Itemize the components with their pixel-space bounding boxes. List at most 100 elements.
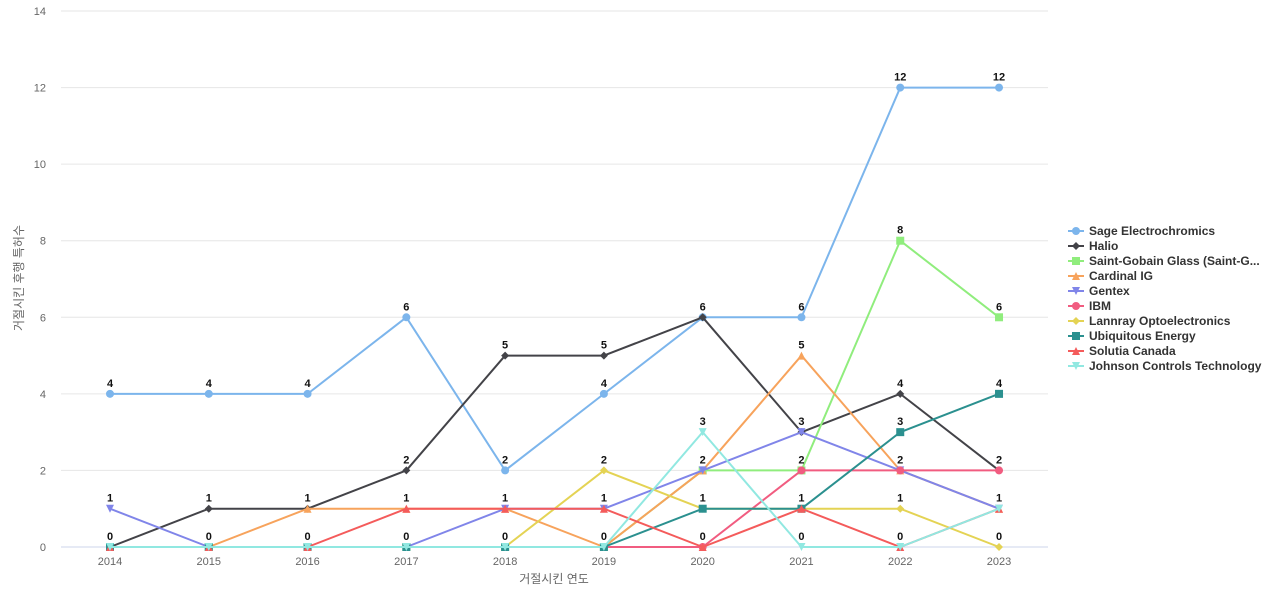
data-point: [896, 83, 905, 92]
data-label: 4: [897, 378, 904, 390]
y-tick-label: 2: [40, 465, 46, 477]
y-tick-label: 14: [34, 6, 46, 18]
data-point: [698, 313, 707, 322]
data-point: [995, 313, 1004, 322]
data-label: 1: [798, 493, 804, 505]
x-axis-title: 거절시킨 연도: [519, 572, 589, 586]
x-tick-label: 2018: [493, 556, 517, 568]
data-label: 2: [601, 454, 607, 466]
data-point: [797, 313, 806, 322]
legend-marker: [1072, 362, 1080, 370]
data-label: 1: [403, 493, 409, 505]
data-point: [995, 466, 1004, 475]
data-point: [501, 543, 510, 551]
legend-item: Johnson Controls Technology: [1068, 359, 1262, 373]
legend-marker: [1072, 332, 1080, 340]
y-tick-label: 12: [34, 83, 46, 95]
data-label: 0: [403, 531, 409, 543]
data-label: 1: [700, 493, 706, 505]
data-label: 3: [897, 416, 903, 428]
data-label: 4: [206, 378, 213, 390]
legend-label: Solutia Canada: [1089, 344, 1176, 358]
data-label: 6: [798, 301, 804, 313]
data-point: [106, 389, 114, 398]
data-label: 8: [897, 225, 903, 237]
data-label: 4: [601, 378, 608, 390]
legend-marker: [1072, 272, 1080, 280]
data-label: 1: [206, 493, 212, 505]
data-point: [896, 466, 905, 475]
data-label: 0: [107, 531, 113, 543]
legend-item: Halio: [1068, 239, 1118, 253]
legend-label: Johnson Controls Technology: [1089, 359, 1262, 373]
data-label: 1: [502, 493, 508, 505]
data-label: 2: [897, 454, 903, 466]
data-label-layer: 4 4 465 56 612 120 0 0 0 0 0 0 0 0 01 1 1 121212412312351…: [107, 72, 1005, 543]
data-label: 2: [502, 454, 508, 466]
y-tick-label: 4: [40, 389, 46, 401]
data-label: 1: [107, 493, 113, 505]
legend-marker: [1072, 317, 1080, 325]
data-point: [402, 543, 411, 551]
x-tick-label: 2015: [197, 556, 221, 568]
data-label: 0: [700, 531, 706, 543]
x-tick-label: 2019: [592, 556, 616, 568]
data-label: 5: [502, 340, 508, 352]
data-point: [303, 543, 312, 551]
legend-item: Saint-Gobain Glass (Saint-G...: [1068, 254, 1260, 268]
legend-marker: [1072, 287, 1080, 295]
legend-label: Sage Electrochromics: [1089, 224, 1215, 238]
data-label: 6: [403, 301, 409, 313]
data-label: 2: [798, 454, 804, 466]
data-point: [797, 351, 806, 360]
data-point: [896, 543, 905, 551]
data-point: [698, 543, 707, 551]
legend-item: IBM: [1068, 299, 1111, 313]
data-point: [303, 389, 312, 398]
data-label: 2: [996, 454, 1002, 466]
data-label: 1: [996, 493, 1002, 505]
legend-label: IBM: [1089, 299, 1111, 313]
series-group: [106, 351, 1004, 551]
data-label: 4: [107, 378, 114, 390]
data-point: [896, 428, 905, 437]
legend-item: Ubiquitous Energy: [1068, 329, 1196, 343]
data-point: [501, 351, 510, 360]
y-tick-label: 8: [40, 236, 46, 248]
data-point: [599, 466, 608, 475]
y-tick-label: 10: [34, 159, 46, 171]
x-tick-label: 2021: [789, 556, 813, 568]
x-tick-label: 2017: [394, 556, 418, 568]
data-point: [106, 543, 114, 551]
legend-item: Cardinal IG: [1068, 269, 1153, 283]
legend-marker: [1072, 347, 1080, 355]
data-point: [698, 428, 707, 437]
legend-item: Solutia Canada: [1068, 344, 1176, 358]
data-point: [204, 543, 213, 551]
y-tick-label: 6: [40, 312, 46, 324]
data-point: [995, 504, 1004, 513]
data-label: 12: [894, 72, 906, 84]
data-label: 0: [601, 531, 607, 543]
y-axis-title: 거절시킨 후행 특허수: [11, 225, 26, 331]
legend-marker: [1072, 302, 1080, 310]
series-group: [106, 428, 1004, 551]
y-tick-label: 0: [40, 542, 46, 554]
data-point: [106, 504, 114, 513]
data-point: [797, 543, 806, 551]
data-point: [501, 466, 510, 475]
data-point: [995, 83, 1004, 92]
series-line: [110, 431, 1000, 548]
data-label: 5: [601, 340, 607, 352]
data-point: [698, 504, 707, 513]
x-tick-label: 2020: [690, 556, 714, 568]
data-label: 12: [993, 72, 1005, 84]
data-point: [995, 543, 1004, 551]
legend-marker: [1072, 257, 1080, 265]
series-line: [109, 431, 1000, 548]
data-point: [797, 504, 806, 513]
legend-marker: [1072, 242, 1080, 250]
